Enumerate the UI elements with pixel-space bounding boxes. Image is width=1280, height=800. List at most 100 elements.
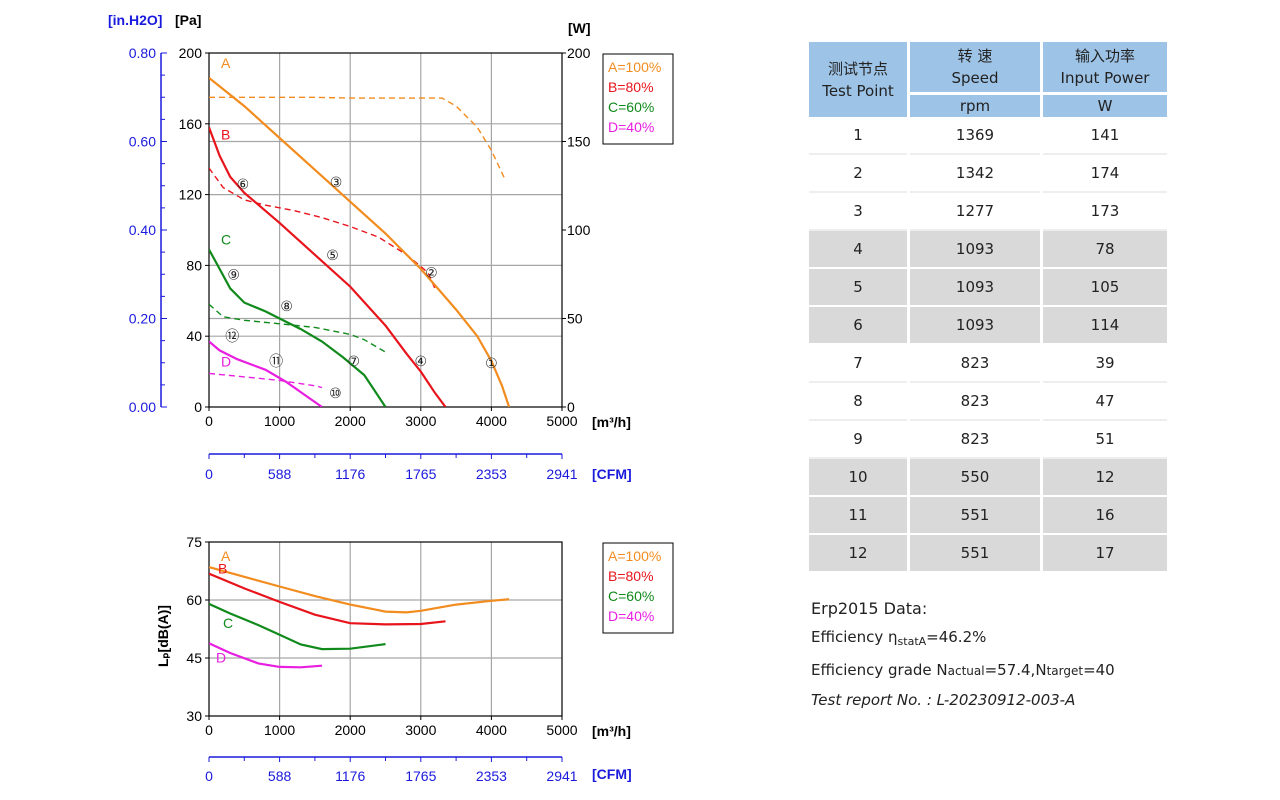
- chart2-curve-label-a: A: [221, 548, 231, 564]
- chart2-legend-d: D=40%: [608, 608, 654, 624]
- chart2-y-tick-label: 45: [186, 650, 202, 666]
- table-cell-power: 16: [1041, 496, 1167, 535]
- chart2-curves: [209, 566, 510, 669]
- chart2-x-tick-label: 5000: [546, 722, 577, 738]
- table-cell-speed: 1277: [908, 192, 1043, 231]
- table-cell-speed: 1093: [908, 230, 1043, 269]
- table-row: 8 823 47: [809, 382, 1167, 421]
- chart2-axes: 0 1000 2000 3000 4000 5000 30 45 60 75 0 588 1176 176…: [186, 534, 577, 784]
- table-cell-point: 11: [809, 496, 910, 535]
- table-cell-power: 78: [1041, 230, 1167, 269]
- chart2-x-tick-label: 3000: [405, 722, 436, 738]
- table-cell-point: 4: [809, 230, 910, 269]
- table-row: 9 823 51: [809, 420, 1167, 459]
- chart1-inh2o-tick-label: 0.60: [129, 134, 156, 150]
- table-cell-point: 2: [809, 154, 910, 193]
- chart1-legend-c: C=60%: [608, 99, 654, 115]
- table-cell-speed: 823: [908, 344, 1043, 383]
- header-test-point: 测试节点 Test Point: [809, 42, 910, 117]
- table-row: 2 1342 174: [809, 154, 1167, 193]
- table-cell-speed: 1093: [908, 268, 1043, 307]
- chart2-x2-axis-title: [CFM]: [592, 766, 632, 782]
- header-power-cn: 输入功率: [1074, 47, 1135, 65]
- table-cell-power: 17: [1041, 534, 1167, 573]
- chart1-test-point-5: ⑤: [326, 248, 339, 264]
- table-cell-point: 7: [809, 344, 910, 383]
- chart1-legend: A=100% B=80% C=60% D=40%: [602, 53, 674, 145]
- chart1-test-point-6: ⑥: [237, 177, 250, 193]
- chart1-test-points: ① ② ③ ④ ⑤ ⑥ ⑦ ⑧ ⑨ ⑩ ⑪ ⑫: [225, 175, 497, 402]
- chart2: AB C D 0 1000 2000 3000 4000 5000 30 45 60 75 0 588 11…: [155, 534, 674, 784]
- chart2-grid: [209, 542, 562, 716]
- erp-grade: Efficiency grade Nactual=57.4,Ntarget=40: [811, 656, 1115, 686]
- chart1-axes: 0 1000 2000 3000 4000 50000408012016020005010…: [129, 45, 591, 482]
- chart1-test-point-10: ⑩: [329, 386, 342, 402]
- chart2-cfm-tick-label: 2941: [546, 768, 577, 784]
- table-row: 3 1277 173: [809, 192, 1167, 231]
- table-cell-point: 10: [809, 458, 910, 497]
- header-power-unit: W: [1041, 92, 1167, 117]
- table-cell-point: 9: [809, 420, 910, 459]
- chart2-curve-labels: AB C D: [216, 548, 233, 665]
- chart1-legend-b: B=80%: [608, 79, 654, 95]
- chart1-cfm-tick-label: 2353: [476, 466, 507, 482]
- chart1-power-line-7: [209, 372, 323, 389]
- header-speed: 转 速 Speed: [908, 42, 1043, 94]
- chart1-pressure-line-d: [209, 340, 323, 407]
- chart1-y-tick-label: 0: [194, 399, 202, 415]
- header-speed-en: Speed: [951, 69, 999, 87]
- chart1-power-line-4: [209, 96, 507, 181]
- chart2-curve-label-b: B: [218, 561, 227, 577]
- chart1-test-point-4: ④: [415, 354, 428, 370]
- chart2-cfm-tick-label: 588: [268, 768, 292, 784]
- table-cell-power: 174: [1041, 154, 1167, 193]
- chart1-cfm-tick-label: 2941: [546, 466, 577, 482]
- erp-data: Erp2015 Data: Efficiency ηstatA=46.2% Ef…: [811, 594, 1115, 715]
- table-cell-point: 3: [809, 192, 910, 231]
- chart1-y-tick-label: 80: [186, 257, 202, 273]
- header-test-point-en: Test Point: [822, 81, 894, 100]
- chart1-grid: [209, 53, 562, 407]
- chart1-test-point-7: ⑦: [347, 354, 360, 370]
- erp-title: Erp2015 Data:: [811, 599, 928, 618]
- test-point-table-body: 1 1369 141 2 1342 174 3 1277 173 4 1093 78 5 1093 105 6…: [809, 117, 1167, 573]
- erp-grade-sub1: actual: [947, 664, 985, 678]
- erp-grade-sub2: target: [1046, 664, 1084, 678]
- table-row: 4 1093 78: [809, 230, 1167, 269]
- chart2-line-b: [209, 572, 446, 626]
- table-cell-point: 6: [809, 306, 910, 345]
- chart1-yr-tick-label: 0: [567, 399, 575, 415]
- chart1-x-axis-title: [m³/h]: [592, 414, 631, 430]
- table-row: 12 551 17: [809, 534, 1167, 573]
- chart1-inh2o-tick-label: 0.00: [129, 399, 156, 415]
- chart1-power-curves: [209, 96, 507, 389]
- table-row: 11 551 16: [809, 496, 1167, 535]
- chart1-plot-frame: [208, 52, 563, 408]
- chart2-legend: A=100% B=80% C=60% D=40%: [602, 542, 674, 634]
- table-row: 5 1093 105: [809, 268, 1167, 307]
- chart1-curve-label-d: D: [221, 354, 231, 370]
- chart2-x-tick-label: 0: [205, 722, 213, 738]
- chart2-y-tick-label: 75: [186, 534, 202, 550]
- chart1-cfm-tick-label: 1176: [335, 466, 365, 482]
- chart1-x-tick-label: 4000: [476, 413, 507, 429]
- erp-eff-sub: statA: [897, 635, 927, 648]
- chart2-x-tick-label: 1000: [264, 722, 295, 738]
- chart1-cfm-tick-label: 588: [268, 466, 292, 482]
- chart1-test-point-1: ①: [485, 356, 498, 372]
- header-speed-cn: 转 速: [957, 47, 993, 65]
- table-cell-power: 173: [1041, 192, 1167, 231]
- chart2-x-tick-label: 2000: [335, 722, 366, 738]
- chart1-inh2o-tick-label: 0.80: [129, 45, 156, 61]
- chart2-x-axis-title: [m³/h]: [592, 723, 631, 739]
- table-cell-speed: 1093: [908, 306, 1043, 345]
- header-speed-unit: rpm: [908, 92, 1043, 117]
- chart2-y-tick-label: 60: [186, 592, 202, 608]
- chart1-pressure-curves: [209, 76, 511, 407]
- table-cell-speed: 551: [908, 496, 1043, 535]
- table-cell-point: 1: [809, 117, 910, 155]
- erp-report-number: Test report No. : L-20230912-003-A: [811, 691, 1076, 709]
- chart1-x-tick-label: 3000: [405, 413, 436, 429]
- chart2-curve-label-c: C: [223, 615, 233, 631]
